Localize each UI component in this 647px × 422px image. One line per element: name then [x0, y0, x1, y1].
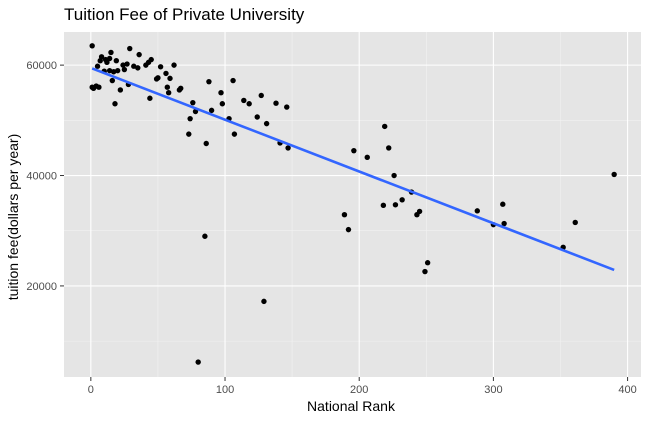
y-axis-label: tuition fee(dollars per year)	[5, 134, 21, 301]
data-point	[171, 62, 177, 68]
data-point	[380, 202, 387, 209]
data-point	[230, 77, 236, 84]
x-tick-label: 300	[484, 384, 502, 396]
x-axis: 0 100 200 300 400	[88, 377, 637, 396]
major-gridlines	[64, 32, 641, 377]
data-point	[113, 58, 120, 64]
data-point	[127, 45, 133, 52]
data-point	[202, 233, 208, 239]
data-point	[263, 120, 270, 127]
x-tick-label: 0	[88, 384, 94, 396]
x-axis-label: National Rank	[307, 398, 396, 414]
y-tick-label: 20000	[26, 281, 57, 293]
data-point	[422, 268, 428, 275]
data-point	[147, 95, 153, 101]
data-point	[392, 202, 399, 208]
chart-title: Tuition Fee of Private University	[64, 5, 305, 24]
data-point	[124, 61, 130, 67]
data-point	[424, 260, 431, 266]
data-point	[96, 84, 102, 90]
data-point	[203, 140, 209, 147]
data-point	[108, 49, 114, 56]
data-point	[399, 197, 405, 203]
data-point	[121, 66, 128, 73]
data-point	[117, 87, 124, 93]
y-axis: 20000 40000 60000	[26, 60, 64, 293]
data-point	[246, 101, 252, 107]
data-point	[219, 101, 226, 107]
data-point	[148, 56, 154, 63]
data-points	[89, 43, 617, 365]
data-point	[186, 131, 192, 137]
data-point	[165, 90, 172, 96]
data-point	[178, 85, 184, 92]
data-point	[341, 212, 348, 218]
data-point	[94, 63, 101, 69]
data-point	[364, 154, 370, 161]
trend-line	[91, 67, 615, 272]
data-point	[164, 84, 171, 90]
data-point	[89, 43, 95, 49]
data-point	[155, 75, 161, 81]
data-point	[195, 359, 201, 365]
y-tick-label: 60000	[26, 60, 57, 72]
x-tick-label: 100	[216, 384, 234, 396]
data-point	[611, 171, 617, 178]
data-point	[501, 220, 507, 227]
data-point	[104, 59, 110, 66]
data-point	[112, 101, 118, 107]
data-point	[351, 147, 357, 154]
data-point	[273, 100, 279, 106]
data-point	[572, 219, 578, 226]
data-point	[218, 90, 224, 96]
data-point	[382, 123, 388, 130]
data-point	[284, 104, 290, 110]
data-point	[106, 55, 113, 62]
data-point	[261, 298, 267, 305]
data-point	[167, 75, 173, 82]
data-point	[474, 208, 480, 214]
data-point	[285, 145, 291, 151]
data-point	[98, 54, 105, 60]
data-point	[163, 70, 169, 77]
data-point	[345, 226, 352, 233]
data-point	[391, 172, 397, 179]
data-point	[157, 64, 164, 70]
data-point	[136, 51, 142, 58]
data-point	[190, 99, 196, 106]
data-point	[208, 107, 215, 114]
data-point	[416, 208, 423, 215]
data-point	[258, 92, 264, 99]
data-point	[231, 131, 238, 137]
x-tick-label: 200	[350, 384, 368, 396]
minor-gridlines	[64, 32, 641, 377]
data-point	[109, 77, 116, 84]
data-point	[386, 145, 392, 151]
data-point	[254, 114, 260, 120]
y-tick-label: 40000	[26, 171, 57, 183]
data-point	[500, 201, 506, 207]
x-tick-label: 400	[618, 384, 636, 396]
plot-panel	[64, 32, 641, 377]
data-point	[187, 115, 193, 122]
data-point	[241, 97, 247, 104]
data-point	[114, 67, 121, 74]
data-point	[135, 65, 141, 71]
data-point	[206, 78, 212, 85]
